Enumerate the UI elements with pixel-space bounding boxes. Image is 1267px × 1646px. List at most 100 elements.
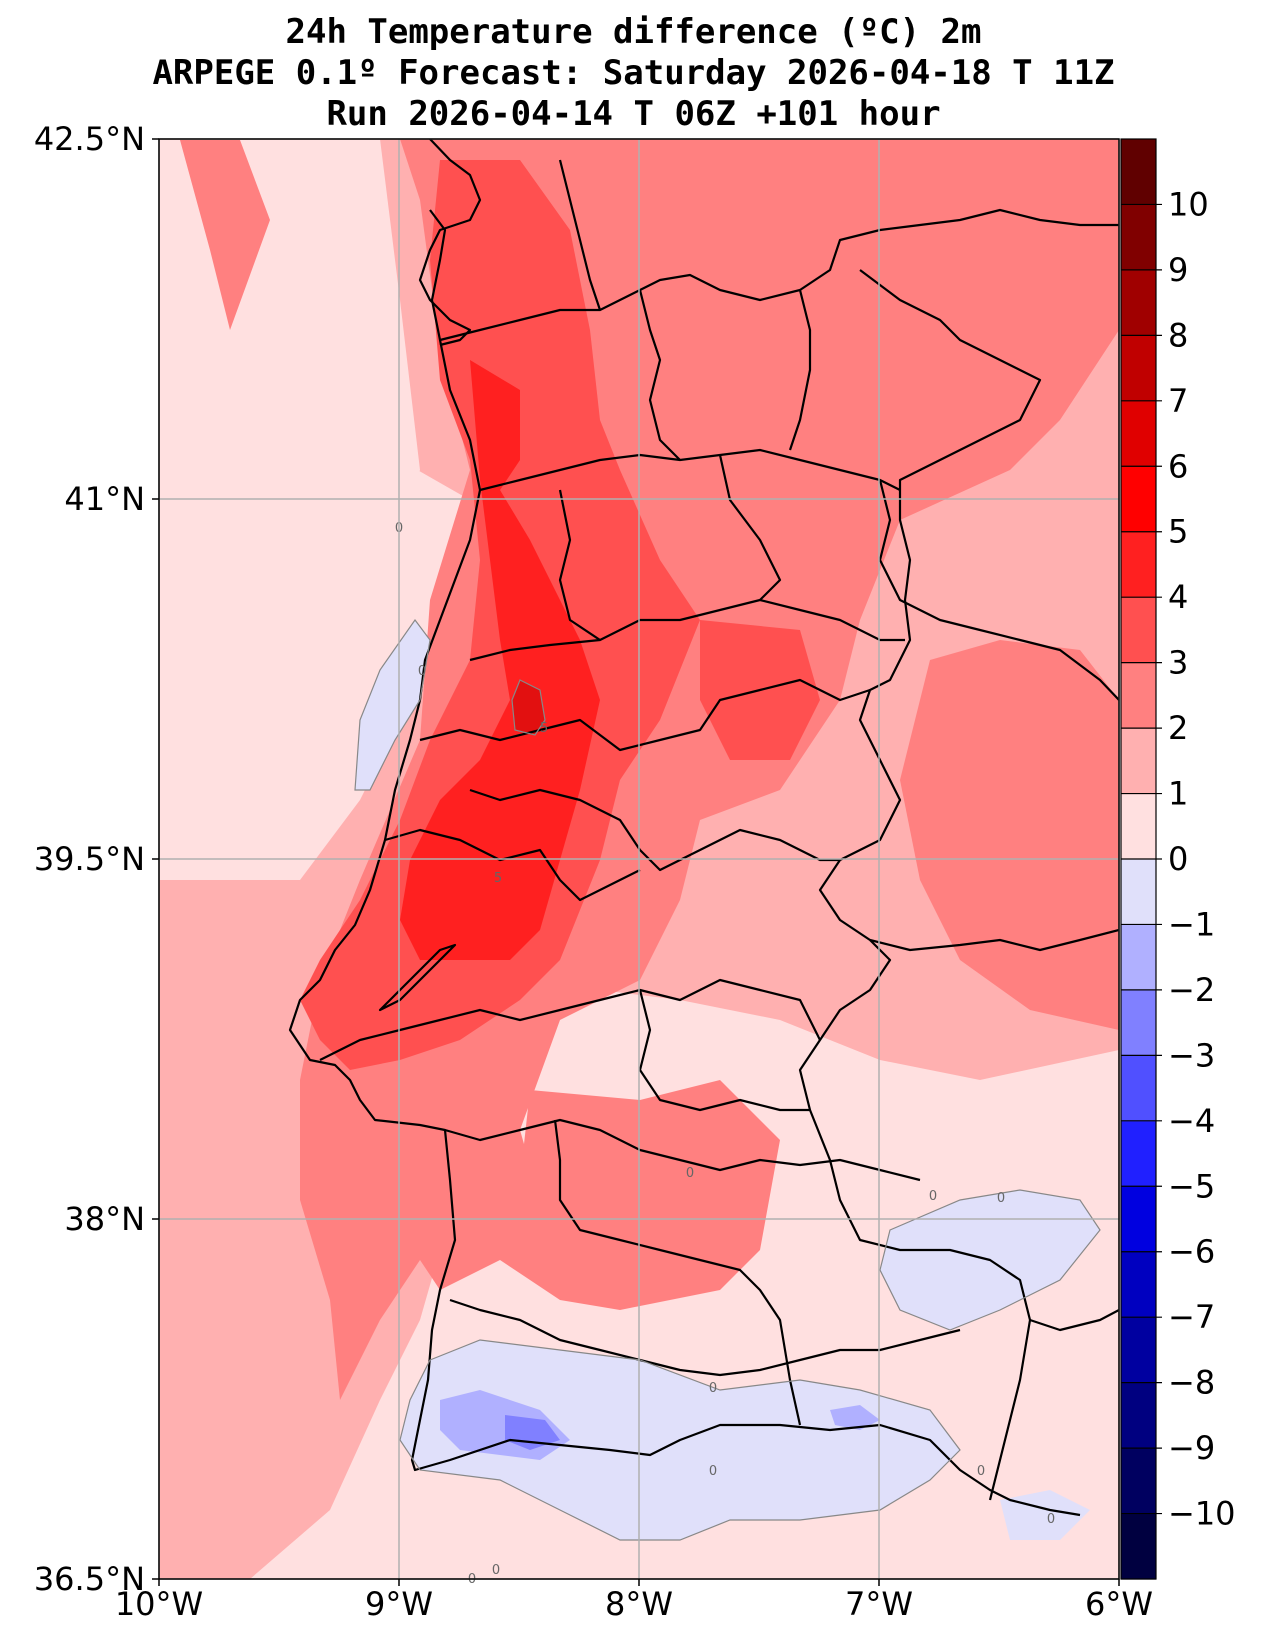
field-band-below-0-south xyxy=(400,1190,1100,1540)
district-boundary-central-1 xyxy=(469,598,905,662)
contour-label: 5 xyxy=(494,871,502,886)
district-boundary-south-2 xyxy=(444,1118,921,1182)
colorbar-segment xyxy=(1121,1186,1156,1253)
contour-zero-southeast xyxy=(879,1189,1101,1331)
colorbar-tick-label: 0 xyxy=(1168,840,1188,878)
axis-ticks: 42.5°N 41°N 39.5°N 38°N 36.5°N10°W 9°W 8°W 7°W 6… xyxy=(34,120,1153,1623)
colorbar-segment xyxy=(1121,531,1156,598)
colorbar-segment xyxy=(1121,269,1156,336)
colorbar-tick-label: 7 xyxy=(1168,382,1188,420)
spain-galicia-coast xyxy=(418,139,482,347)
colorbar-segment xyxy=(1121,989,1156,1056)
tick-label-lon: 7°W xyxy=(845,1585,913,1623)
colorbar-tick-label: −10 xyxy=(1168,1495,1236,1533)
district-boundary-east-2 xyxy=(869,928,1119,952)
tick-label-lat: 42.5°N xyxy=(34,120,145,158)
district-boundary-north-1 xyxy=(479,448,901,492)
contour-lines xyxy=(354,618,1101,1541)
district-boundary-east-1 xyxy=(878,479,1119,701)
colorbar-segment xyxy=(1121,466,1156,533)
colorbar-tick-label: −1 xyxy=(1168,905,1215,943)
colorbar-tick-label: 3 xyxy=(1168,644,1188,682)
colorbar-tick-label: 9 xyxy=(1168,251,1188,289)
district-boundary-south-5 xyxy=(638,989,810,1112)
colorbar-tick-label: 2 xyxy=(1168,709,1188,747)
colorbar-tick-label: −4 xyxy=(1168,1102,1215,1140)
map-frame xyxy=(158,138,1120,1580)
colorbar-tick-label: −8 xyxy=(1168,1364,1215,1402)
field-band-4-to-5 xyxy=(400,360,600,960)
tick-label-lat: 36.5°N xyxy=(34,1560,145,1598)
district-boundary-south-1 xyxy=(319,978,821,1061)
district-boundary-central-6 xyxy=(384,828,641,902)
field-band-0-to-1-coast xyxy=(159,460,470,880)
contour-label: 0 xyxy=(929,1189,937,1204)
tagus-estuary xyxy=(378,943,457,1012)
minho-river-border xyxy=(439,208,1119,342)
contour-label: 0 xyxy=(709,1381,717,1396)
colorbar-tick-label: 6 xyxy=(1168,447,1188,485)
colorbar-segment xyxy=(1121,1120,1156,1187)
colorbar-segment xyxy=(1121,204,1156,271)
field-band-5-to-6 xyxy=(512,680,545,735)
colorbar-segment xyxy=(1121,597,1156,664)
chart-title-line2: ARPEGE 0.1º Forecast: Saturday 2026-04-1… xyxy=(152,53,1115,93)
tick-label-lon: 9°W xyxy=(365,1585,433,1623)
tick-label-lon: 6°W xyxy=(1085,1585,1153,1623)
colorbar-segment xyxy=(1121,728,1156,795)
contour-label: 0 xyxy=(977,1464,985,1479)
portugal-atlantic-coastline xyxy=(288,209,1081,1517)
spain-portugal-east-border xyxy=(798,269,1042,1501)
district-boundary-central-2 xyxy=(558,489,601,641)
district-boundary-south-3 xyxy=(553,1119,802,1426)
contour-label: 5 xyxy=(540,721,548,736)
colorbar-segment xyxy=(1121,1513,1156,1580)
district-boundary-central-5 xyxy=(469,788,840,872)
colorbar-tick-label: −2 xyxy=(1168,971,1215,1009)
district-boundary-central-4 xyxy=(419,678,871,752)
colorbar-segment xyxy=(1121,139,1156,206)
colorbar-segment xyxy=(1121,400,1156,467)
district-boundary-south-4 xyxy=(449,1298,961,1377)
district-boundary-north-2 xyxy=(558,159,602,311)
district-boundary-north-3 xyxy=(638,289,681,461)
contour-label: 0 xyxy=(709,1464,717,1479)
colorbar-tick-label: 5 xyxy=(1168,513,1188,551)
colorbar-segment xyxy=(1121,1251,1156,1318)
colorbar-tick-label: −5 xyxy=(1168,1167,1215,1205)
contour-label: 0 xyxy=(997,1191,1005,1206)
colorbar-segment xyxy=(1121,793,1156,860)
tick-label-lat: 41°N xyxy=(64,480,145,518)
colorbar-tick-label: −7 xyxy=(1168,1298,1215,1336)
contour-label: 0 xyxy=(492,1563,500,1578)
colorbar-segment xyxy=(1121,335,1156,402)
field-band-below-0-west xyxy=(355,620,430,790)
district-boundary-north-4 xyxy=(788,289,812,451)
colorbar-tick-label: 4 xyxy=(1168,578,1188,616)
colorbar-tick-label: 1 xyxy=(1168,775,1188,813)
colorbar-tick-label: −9 xyxy=(1168,1429,1215,1467)
contour-zero-south xyxy=(399,1339,961,1541)
colorbar-segment xyxy=(1121,924,1156,991)
colorbar-tick-label: −3 xyxy=(1168,1036,1215,1074)
colorbar-tick-label: 8 xyxy=(1168,316,1188,354)
colorbar-segment xyxy=(1121,1317,1156,1384)
tick-label-lat: 38°N xyxy=(64,1200,145,1238)
colorbar-segment xyxy=(1121,1382,1156,1449)
contour-label: 0 xyxy=(418,664,426,679)
colorbar-segment xyxy=(1121,859,1156,926)
colorbar-segment xyxy=(1121,1448,1156,1515)
field-band-2-to-3 xyxy=(180,139,1119,1400)
tick-label-lon: 10°W xyxy=(115,1585,203,1623)
contour-zero-west xyxy=(354,618,431,791)
contour-label: 0 xyxy=(686,1166,694,1181)
colorbar-segment xyxy=(1121,662,1156,729)
chart-title-line1: 24h Temperature difference (ºC) 2m xyxy=(285,12,982,52)
tick-label-lon: 8°W xyxy=(605,1585,673,1623)
colorbar-tick-label: −6 xyxy=(1168,1233,1215,1271)
coastline-and-borders xyxy=(288,139,1119,1517)
district-boundary-central-3 xyxy=(718,454,782,601)
contour-five xyxy=(511,679,546,736)
tick-label-lat: 39.5°N xyxy=(34,840,145,878)
